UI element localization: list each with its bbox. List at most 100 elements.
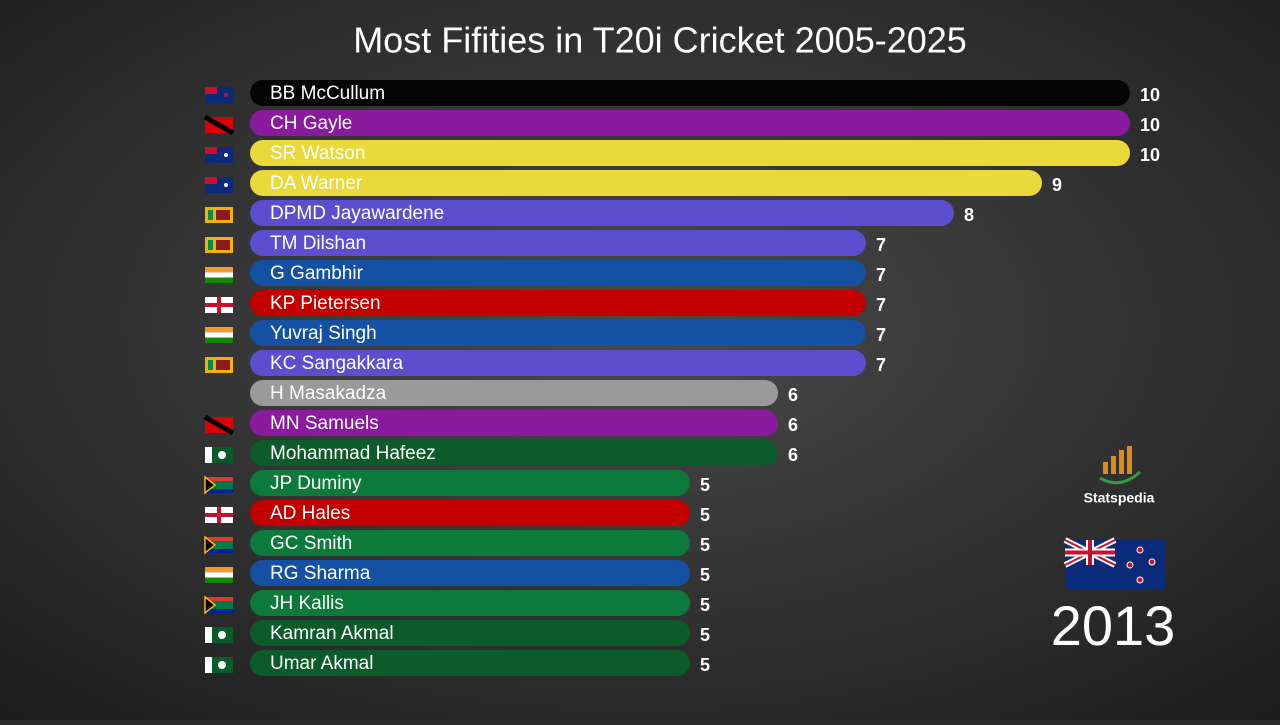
flag-icon [203, 414, 235, 436]
flag-part [205, 572, 233, 578]
value-label: 7 [876, 265, 886, 285]
bar [250, 500, 690, 526]
flag-part [205, 477, 233, 481]
bar-label: G Gambhir [270, 263, 364, 284]
bar-label: DPMD Jayawardene [270, 203, 444, 224]
bar-label: AD Hales [270, 503, 350, 524]
chart-title: Most Fifities in T20i Cricket 2005-2025 [353, 20, 967, 61]
value-label: 5 [700, 625, 710, 645]
bar-label: KC Sangakkara [270, 353, 404, 374]
flag-icon [204, 595, 233, 615]
bar [250, 440, 778, 466]
value-label: 5 [700, 475, 710, 495]
flag-part [224, 93, 228, 97]
flag-part [218, 661, 226, 669]
flag-part [205, 597, 233, 601]
flag-icon [205, 357, 233, 373]
flag-icon [205, 567, 233, 583]
value-label: 9 [1052, 175, 1062, 195]
flag-part [216, 240, 230, 250]
bar-label: DA Warner [270, 173, 363, 194]
bar [250, 230, 866, 256]
bar-label: Kamran Akmal [270, 623, 394, 644]
flag-part [224, 153, 228, 157]
bar-label: H Masakadza [270, 383, 387, 404]
flag-part [205, 577, 233, 583]
value-label: 10 [1140, 115, 1160, 135]
flag-icon [204, 475, 233, 495]
value-label: 8 [964, 205, 974, 225]
flag-part [205, 147, 217, 154]
year-label: 2013 [1051, 594, 1176, 657]
flag-icon [205, 297, 233, 313]
flag-part [205, 627, 212, 643]
value-label: 10 [1140, 145, 1160, 165]
value-label: 6 [788, 415, 798, 435]
bar-label: CH Gayle [270, 113, 352, 134]
flag-part [208, 210, 213, 220]
bar-label: JP Duminy [270, 473, 362, 494]
flag-icon [205, 207, 233, 223]
bar [250, 560, 690, 586]
flag-icon [205, 177, 233, 193]
bar [250, 470, 690, 496]
nz-flag [1063, 537, 1165, 590]
bar [250, 290, 866, 316]
value-label: 5 [700, 565, 710, 585]
flag-part [205, 609, 233, 613]
flag-part [205, 332, 233, 338]
logo: Statspedia [1084, 446, 1155, 506]
flag-icon [205, 627, 233, 643]
value-label: 7 [876, 325, 886, 345]
bar-label: KP Pietersen [270, 293, 381, 314]
value-label: 7 [876, 295, 886, 315]
flag-part [205, 177, 217, 184]
flag-icon [205, 507, 233, 523]
bar [250, 380, 778, 406]
value-label: 5 [700, 595, 710, 615]
flag-icon [205, 87, 233, 103]
bar [250, 170, 1042, 196]
flag-part [205, 327, 233, 333]
flag-icon [205, 657, 233, 673]
value-label: 7 [876, 355, 886, 375]
value-label: 6 [788, 385, 798, 405]
flag-part [224, 183, 228, 187]
flag-part [205, 657, 212, 673]
flag-part [205, 513, 233, 517]
flag-icon [205, 147, 233, 163]
bar [250, 590, 690, 616]
bar [250, 260, 866, 286]
flag-icon [205, 327, 233, 343]
flag-part [205, 267, 233, 273]
flag-part [218, 631, 226, 639]
bar-label: RG Sharma [270, 563, 371, 584]
bar-label: JH Kallis [270, 593, 344, 614]
bar-label: TM Dilshan [270, 233, 366, 254]
flag-icon [205, 447, 233, 463]
flag-part [203, 114, 235, 136]
value-label: 5 [700, 505, 710, 525]
bar [250, 620, 690, 646]
flag-part [205, 87, 217, 94]
bar-label: Umar Akmal [270, 653, 373, 674]
flag-icon [203, 114, 235, 136]
bar [250, 410, 778, 436]
value-label: 10 [1140, 85, 1160, 105]
flag-part [203, 414, 235, 436]
flag-part [205, 277, 233, 283]
flag-part [205, 303, 233, 307]
bar-label: Mohammad Hafeez [270, 443, 436, 464]
flag-part [208, 360, 213, 370]
flag-icon [205, 237, 233, 253]
bar [250, 530, 690, 556]
value-label: 5 [700, 655, 710, 675]
flag-part [204, 475, 217, 495]
flag-part [205, 567, 233, 573]
flag-icon [205, 267, 233, 283]
bar [250, 80, 1130, 106]
bar [250, 350, 866, 376]
flag-part [205, 549, 233, 553]
